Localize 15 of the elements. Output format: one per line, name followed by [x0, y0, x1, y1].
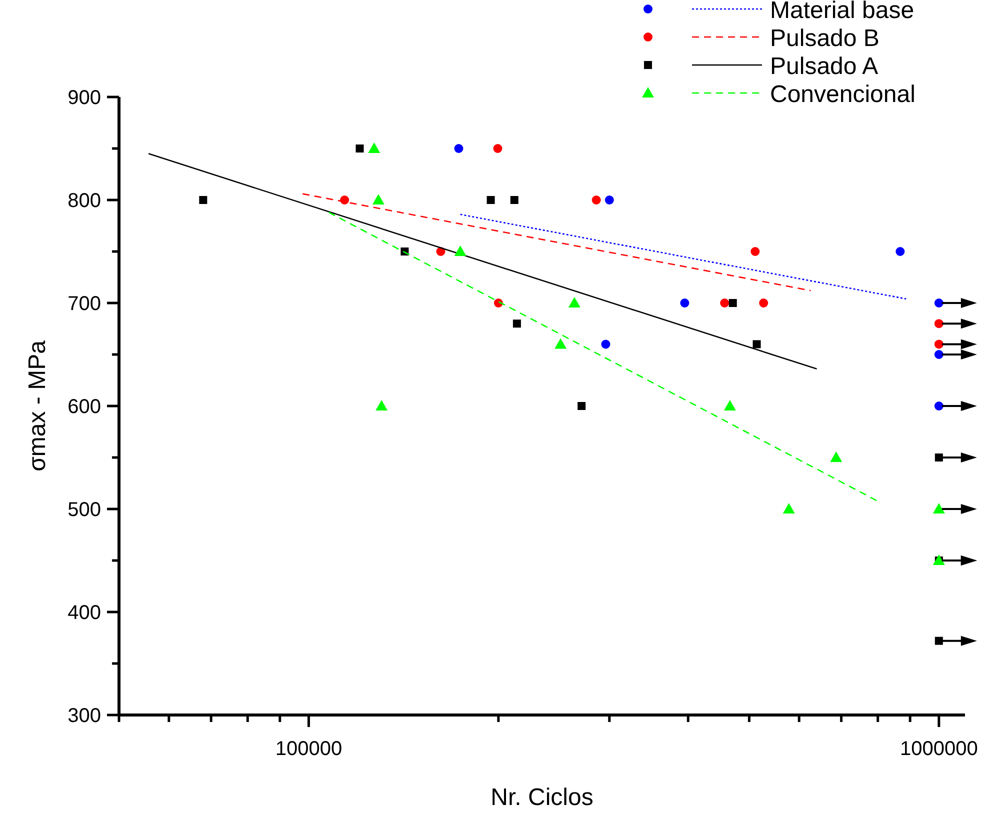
x-tick-label: 100000	[275, 738, 342, 760]
legend-label: Pulsado A	[770, 53, 878, 80]
x-tick-label: 1000000	[900, 738, 978, 760]
y-tick-label: 600	[68, 396, 101, 418]
legend-label: Convencional	[770, 81, 916, 108]
y-tick-label: 500	[68, 499, 101, 521]
y-tick-label: 800	[68, 190, 101, 212]
y-axis-title: σmax - MPa	[24, 340, 51, 472]
y-tick-label: 900	[68, 87, 101, 109]
x-axis-title: Nr. Ciclos	[490, 784, 594, 811]
legend-label: Pulsado B	[770, 25, 880, 52]
y-tick-label: 400	[68, 602, 101, 624]
y-tick-label: 300	[68, 705, 101, 727]
legend-label: Material base	[770, 0, 914, 24]
y-tick-label: 700	[68, 293, 101, 315]
